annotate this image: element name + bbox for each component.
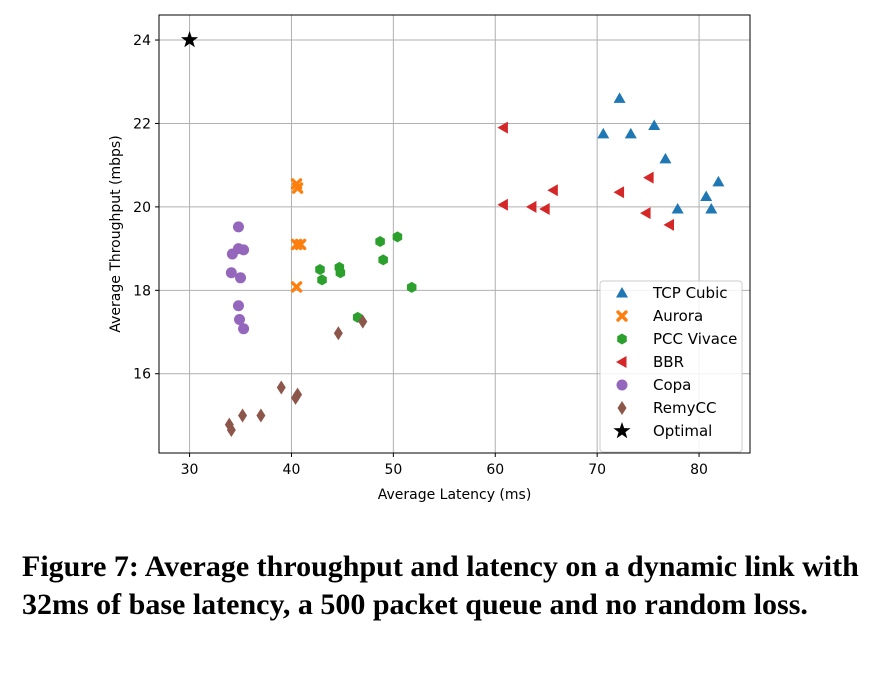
data-point bbox=[317, 274, 327, 286]
x-tick-label: 30 bbox=[181, 462, 199, 478]
figure-caption: Figure 7: Average throughput and latency… bbox=[22, 550, 859, 621]
series-remycc bbox=[224, 314, 368, 438]
legend-marker bbox=[616, 310, 628, 322]
data-point bbox=[232, 221, 244, 233]
legend-label: Optimal bbox=[653, 422, 712, 440]
legend-label: PCC Vivace bbox=[653, 330, 737, 348]
data-point bbox=[335, 267, 346, 279]
legend-label: BBR bbox=[653, 353, 684, 371]
scatter-chart: 30 40 50 60 70 80 16 18 20 22 24 Average Latency (… bbox=[108, 14, 751, 503]
data-point bbox=[181, 31, 199, 48]
grid-lines bbox=[159, 15, 750, 453]
plot-frame bbox=[158, 14, 751, 454]
data-point bbox=[232, 300, 244, 312]
legend-marker bbox=[616, 356, 627, 368]
data-point bbox=[700, 190, 713, 201]
series-aurora bbox=[290, 178, 307, 293]
data-point bbox=[659, 152, 672, 164]
data-point bbox=[225, 267, 237, 279]
data-point bbox=[276, 380, 286, 395]
data-point bbox=[705, 202, 718, 214]
data-point bbox=[497, 198, 508, 211]
data-point bbox=[294, 238, 307, 251]
data-point bbox=[238, 244, 250, 256]
data-point bbox=[406, 281, 417, 293]
data-point bbox=[648, 119, 661, 131]
series-optimal bbox=[181, 31, 199, 48]
data-point bbox=[358, 314, 368, 329]
x-tick-label: 60 bbox=[486, 462, 504, 478]
legend-box bbox=[599, 280, 743, 453]
data-point bbox=[497, 121, 508, 134]
legend-label: RemyCC bbox=[653, 399, 716, 417]
data-point bbox=[525, 200, 537, 213]
data-point bbox=[671, 202, 684, 214]
data-point bbox=[624, 127, 637, 139]
data-point bbox=[315, 263, 325, 275]
data-point bbox=[238, 408, 248, 423]
series-pcc-vivace bbox=[315, 231, 417, 323]
legend-marker bbox=[613, 422, 631, 439]
legend-marker bbox=[616, 287, 628, 298]
legend-marker bbox=[616, 379, 628, 391]
data-point bbox=[333, 326, 343, 341]
data-point bbox=[378, 254, 388, 266]
y-tick-label: 24 bbox=[133, 33, 151, 49]
data-point bbox=[226, 423, 236, 438]
x-tick-label: 40 bbox=[283, 462, 301, 478]
data-point bbox=[712, 175, 725, 187]
legend-label: Aurora bbox=[653, 307, 703, 325]
data-point bbox=[663, 218, 675, 231]
data-point bbox=[375, 236, 385, 248]
data-point bbox=[597, 127, 610, 139]
data-point bbox=[291, 182, 304, 194]
data-point bbox=[547, 184, 558, 197]
data-point bbox=[235, 272, 247, 284]
data-point bbox=[643, 171, 654, 184]
data-point bbox=[233, 314, 245, 326]
x-tick-label: 50 bbox=[384, 462, 402, 478]
series-tcp-cubic bbox=[597, 92, 725, 214]
x-axis-label: Average Latency (ms) bbox=[378, 487, 532, 503]
data-point bbox=[539, 202, 550, 215]
y-axis-label: Average Throughput (mbps) bbox=[108, 135, 124, 332]
x-tick-label: 70 bbox=[588, 462, 606, 478]
y-tick-label: 22 bbox=[133, 116, 151, 132]
data-point bbox=[293, 387, 303, 402]
axis-ticks: 30 40 50 60 70 80 16 18 20 22 24 bbox=[133, 33, 708, 478]
y-tick-label: 16 bbox=[133, 367, 151, 383]
y-tick-label: 20 bbox=[133, 200, 151, 216]
data-point bbox=[613, 186, 625, 199]
series-copa bbox=[225, 221, 250, 335]
legend-marker bbox=[617, 333, 627, 345]
legend-label: Copa bbox=[653, 376, 691, 394]
data-point bbox=[392, 231, 403, 243]
data-points bbox=[181, 31, 725, 438]
legend-label: TCP Cubic bbox=[652, 284, 728, 302]
data-point bbox=[290, 281, 303, 293]
legend: TCP Cubic Aurora PCC Vivace BBR Copa RemyCC Op… bbox=[599, 280, 743, 453]
y-tick-label: 18 bbox=[133, 283, 151, 299]
x-tick-label: 80 bbox=[690, 462, 708, 478]
data-point bbox=[640, 207, 651, 220]
series-bbr bbox=[497, 121, 675, 231]
legend-marker bbox=[617, 401, 627, 415]
data-point bbox=[238, 323, 250, 335]
data-point bbox=[256, 408, 266, 423]
data-point bbox=[613, 92, 626, 103]
